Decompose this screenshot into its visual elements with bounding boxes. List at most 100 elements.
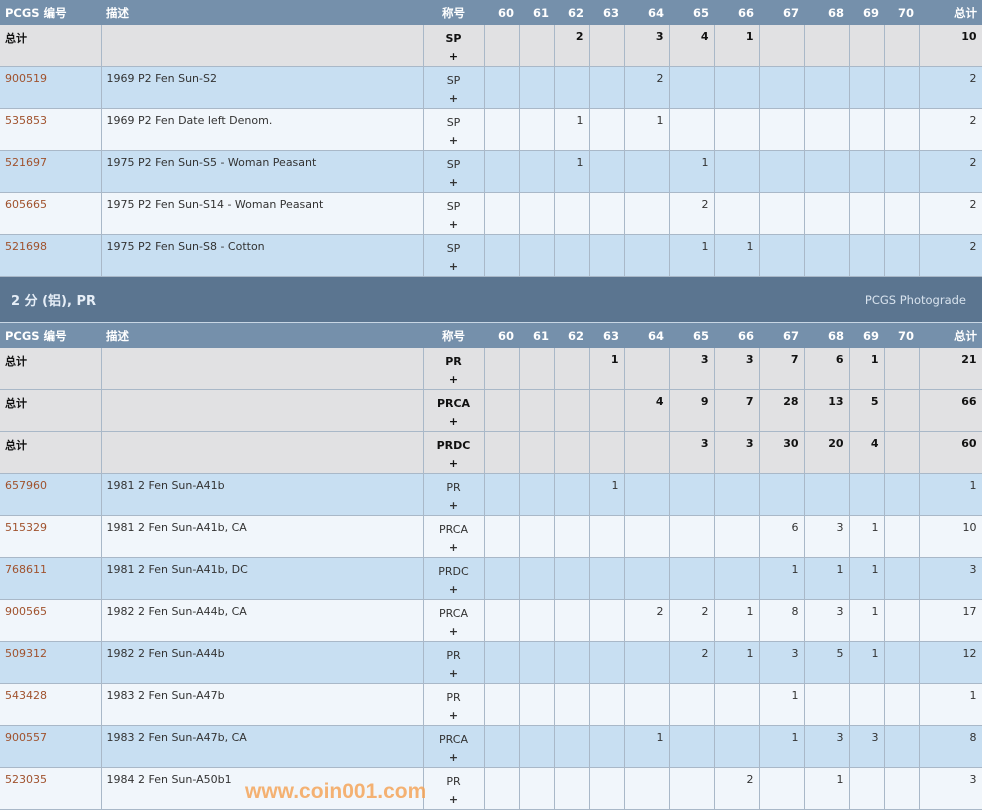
grade-count (804, 66, 850, 109)
pcgs-number-link[interactable]: 521697 (5, 156, 47, 169)
designation-cell: SP + (423, 150, 485, 193)
column-header[interactable]: 70 (884, 0, 919, 25)
grade-count: 7 (714, 389, 760, 432)
grade-count: 30 (759, 431, 805, 474)
plus-toggle[interactable]: + (448, 415, 459, 428)
column-header[interactable]: 70 (884, 323, 919, 348)
grade-count (624, 431, 670, 474)
grade-count (849, 66, 885, 109)
grade-count (624, 150, 670, 193)
grade-count (849, 767, 885, 810)
column-header[interactable]: 64 (624, 323, 669, 348)
grade-count (669, 66, 715, 109)
grade-count: 1 (714, 641, 760, 684)
column-header[interactable]: PCGS 编号 (0, 0, 101, 25)
grade-count: 28 (759, 389, 805, 432)
column-header[interactable]: 69 (849, 323, 884, 348)
pcgs-number-link[interactable]: 900519 (5, 72, 47, 85)
pcgs-number-link[interactable]: 509312 (5, 647, 47, 660)
column-header[interactable]: 61 (519, 0, 554, 25)
grade-count (484, 348, 520, 390)
grade-count (669, 683, 715, 726)
grade-count: 3 (714, 348, 760, 390)
pcgs-number-link[interactable]: 543428 (5, 689, 47, 702)
column-header[interactable]: 62 (554, 323, 589, 348)
row-total: 1 (919, 473, 982, 516)
pcgs-number-link[interactable]: 900565 (5, 605, 47, 618)
plus-toggle[interactable]: + (448, 92, 459, 105)
plus-toggle[interactable]: + (448, 176, 459, 189)
row-total: 8 (919, 725, 982, 768)
column-header[interactable]: 69 (849, 0, 884, 25)
pcgs-number-link[interactable]: 768611 (5, 563, 47, 576)
column-header[interactable]: 65 (669, 0, 714, 25)
grade-count (554, 515, 590, 558)
photograde-link[interactable]: PCGS Photograde (864, 292, 966, 307)
description: 1975 P2 Fen Sun-S14 - Woman Peasant (101, 192, 424, 235)
plus-toggle[interactable]: + (448, 134, 459, 147)
column-header[interactable]: 65 (669, 323, 714, 348)
plus-toggle[interactable]: + (448, 709, 459, 722)
column-header[interactable]: 60 (484, 323, 519, 348)
plus-toggle[interactable]: + (448, 218, 459, 231)
plus-toggle[interactable]: + (448, 260, 459, 273)
plus-toggle[interactable]: + (448, 667, 459, 680)
plus-toggle[interactable]: + (448, 541, 459, 554)
pcgs-number-link[interactable]: 523035 (5, 773, 47, 786)
column-header[interactable]: 总计 (919, 0, 982, 25)
column-header[interactable]: 67 (759, 323, 804, 348)
plus-toggle[interactable]: + (448, 583, 459, 596)
column-header[interactable]: 66 (714, 0, 759, 25)
grade-count (519, 641, 555, 684)
column-header[interactable]: 66 (714, 323, 759, 348)
description: 1975 P2 Fen Sun-S5 - Woman Peasant (101, 150, 424, 193)
pcgs-number-link[interactable]: 900557 (5, 731, 47, 744)
grade-count: 3 (669, 348, 715, 390)
plus-toggle[interactable]: + (448, 793, 459, 806)
grade-count (589, 515, 625, 558)
column-header[interactable]: 描述 (101, 323, 423, 348)
column-header[interactable]: 总计 (919, 323, 982, 348)
column-header[interactable]: 称号 (423, 0, 484, 25)
designation-cell: PRCA + (423, 515, 485, 558)
plus-toggle[interactable]: + (448, 751, 459, 764)
grade-count (519, 683, 555, 726)
plus-toggle[interactable]: + (448, 499, 459, 512)
pcgs-number-link[interactable]: 521698 (5, 240, 47, 253)
column-header[interactable]: 63 (589, 323, 624, 348)
column-header[interactable]: 64 (624, 0, 669, 25)
grade-count: 2 (554, 25, 590, 67)
grade-count (519, 725, 555, 768)
watermark: www.coin001.com (245, 780, 427, 803)
plus-toggle[interactable]: + (448, 457, 459, 470)
designation: PRDC (438, 565, 469, 578)
plus-toggle[interactable]: + (448, 50, 459, 63)
column-header[interactable]: 61 (519, 323, 554, 348)
plus-toggle[interactable]: + (448, 373, 459, 386)
grade-count: 1 (849, 557, 885, 600)
column-header[interactable]: PCGS 编号 (0, 323, 101, 348)
column-header[interactable]: 68 (804, 0, 849, 25)
pcgs-number-link[interactable]: 515329 (5, 521, 47, 534)
table-row: 605665 1975 P2 Fen Sun-S14 - Woman Peasan… (0, 192, 982, 235)
grade-count (589, 683, 625, 726)
plus-toggle[interactable]: + (448, 625, 459, 638)
grade-count (589, 108, 625, 151)
grade-count: 5 (804, 641, 850, 684)
column-header[interactable]: 68 (804, 323, 849, 348)
column-header[interactable]: 称号 (423, 323, 484, 348)
pcgs-number-link[interactable]: 535853 (5, 114, 47, 127)
designation: PR (446, 691, 461, 704)
grade-count: 1 (714, 234, 760, 277)
pcgs-number-link[interactable]: 605665 (5, 198, 47, 211)
column-header[interactable]: 67 (759, 0, 804, 25)
grade-count (484, 473, 520, 516)
column-header[interactable]: 62 (554, 0, 589, 25)
grade-count (554, 348, 590, 390)
pcgs-number-link[interactable]: 657960 (5, 479, 47, 492)
designation: PRCA (436, 397, 471, 410)
column-header[interactable]: 63 (589, 0, 624, 25)
column-header[interactable]: 描述 (101, 0, 423, 25)
column-header[interactable]: 60 (484, 0, 519, 25)
table-row: 900557 1983 2 Fen Sun-A47b, CA PRCA +1 1 3 3 8 (0, 725, 982, 768)
